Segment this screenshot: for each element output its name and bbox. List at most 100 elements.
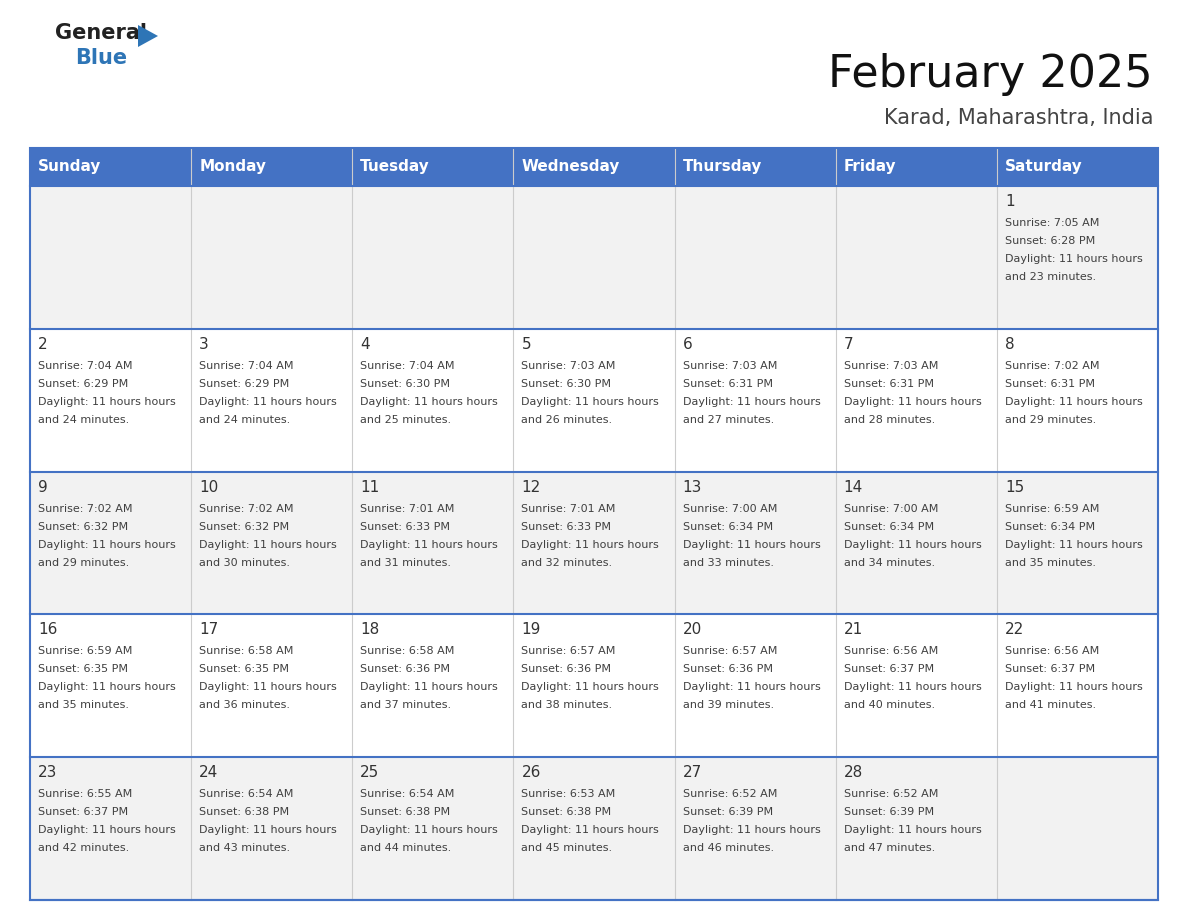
Text: Sunrise: 7:02 AM: Sunrise: 7:02 AM [1005,361,1099,371]
Text: and 31 minutes.: and 31 minutes. [360,557,451,567]
Text: Daylight: 11 hours hours: Daylight: 11 hours hours [1005,682,1143,692]
Text: Sunset: 6:32 PM: Sunset: 6:32 PM [38,521,128,532]
Text: Sunrise: 7:01 AM: Sunrise: 7:01 AM [360,504,455,513]
Text: Daylight: 11 hours hours: Daylight: 11 hours hours [1005,254,1143,264]
Text: Sunset: 6:37 PM: Sunset: 6:37 PM [1005,665,1095,675]
Text: Sunrise: 7:03 AM: Sunrise: 7:03 AM [522,361,615,371]
Text: 6: 6 [683,337,693,352]
Text: and 26 minutes.: and 26 minutes. [522,415,613,425]
Bar [191,329,353,472]
Bar [191,186,353,329]
Text: and 37 minutes.: and 37 minutes. [360,700,451,711]
Text: Sunset: 6:37 PM: Sunset: 6:37 PM [38,807,128,817]
Text: Sunset: 6:36 PM: Sunset: 6:36 PM [360,665,450,675]
Text: 26: 26 [522,766,541,780]
Bar [513,329,675,472]
Bar [835,186,997,329]
Text: 7: 7 [843,337,853,352]
Text: Sunset: 6:39 PM: Sunset: 6:39 PM [843,807,934,817]
Text: Sunset: 6:29 PM: Sunset: 6:29 PM [38,379,128,389]
Text: Sunset: 6:37 PM: Sunset: 6:37 PM [843,665,934,675]
Text: Daylight: 11 hours hours: Daylight: 11 hours hours [522,682,659,692]
Bar [997,614,1158,757]
Text: Sunrise: 6:52 AM: Sunrise: 6:52 AM [843,789,939,800]
Text: Monday: Monday [200,160,266,174]
Text: Daylight: 11 hours hours: Daylight: 11 hours hours [683,825,821,835]
Text: and 29 minutes.: and 29 minutes. [38,557,129,567]
Bar [353,186,513,329]
Text: Daylight: 11 hours hours: Daylight: 11 hours hours [360,397,498,407]
Bar [997,472,1158,614]
Bar [675,757,835,900]
Bar [353,472,513,614]
Text: Sunrise: 6:55 AM: Sunrise: 6:55 AM [38,789,132,800]
Text: and 35 minutes.: and 35 minutes. [38,700,129,711]
Text: and 29 minutes.: and 29 minutes. [1005,415,1097,425]
Bar [30,472,191,614]
Text: and 30 minutes.: and 30 minutes. [200,557,290,567]
Text: and 33 minutes.: and 33 minutes. [683,557,773,567]
Text: and 45 minutes.: and 45 minutes. [522,844,613,853]
Bar [30,329,191,472]
Text: Daylight: 11 hours hours: Daylight: 11 hours hours [1005,540,1143,550]
Text: Sunset: 6:35 PM: Sunset: 6:35 PM [200,665,289,675]
Bar [30,148,1158,900]
Text: 4: 4 [360,337,369,352]
Text: 1: 1 [1005,194,1015,209]
Text: Sunrise: 6:57 AM: Sunrise: 6:57 AM [522,646,615,656]
Text: Sunset: 6:31 PM: Sunset: 6:31 PM [683,379,772,389]
Bar [353,148,513,186]
Text: 19: 19 [522,622,541,637]
Text: Daylight: 11 hours hours: Daylight: 11 hours hours [200,540,337,550]
Text: 9: 9 [38,479,48,495]
Text: Sunset: 6:35 PM: Sunset: 6:35 PM [38,665,128,675]
Text: Sunset: 6:31 PM: Sunset: 6:31 PM [843,379,934,389]
Text: and 38 minutes.: and 38 minutes. [522,700,613,711]
Text: Sunset: 6:38 PM: Sunset: 6:38 PM [200,807,289,817]
Bar [191,148,353,186]
Text: and 25 minutes.: and 25 minutes. [360,415,451,425]
Text: and 27 minutes.: and 27 minutes. [683,415,773,425]
Text: Daylight: 11 hours hours: Daylight: 11 hours hours [1005,397,1143,407]
Bar [835,148,997,186]
Bar [191,472,353,614]
Text: Daylight: 11 hours hours: Daylight: 11 hours hours [683,540,821,550]
Text: Sunrise: 7:03 AM: Sunrise: 7:03 AM [843,361,939,371]
Text: Sunrise: 6:54 AM: Sunrise: 6:54 AM [200,789,293,800]
Text: Sunrise: 7:03 AM: Sunrise: 7:03 AM [683,361,777,371]
Text: 25: 25 [360,766,379,780]
Text: Daylight: 11 hours hours: Daylight: 11 hours hours [843,682,981,692]
Text: 8: 8 [1005,337,1015,352]
Text: 12: 12 [522,479,541,495]
Bar [353,329,513,472]
Text: Daylight: 11 hours hours: Daylight: 11 hours hours [843,825,981,835]
Text: and 24 minutes.: and 24 minutes. [38,415,129,425]
Text: Daylight: 11 hours hours: Daylight: 11 hours hours [200,825,337,835]
Text: Sunrise: 7:04 AM: Sunrise: 7:04 AM [200,361,293,371]
Text: Sunrise: 6:58 AM: Sunrise: 6:58 AM [360,646,455,656]
Bar [353,757,513,900]
Text: Daylight: 11 hours hours: Daylight: 11 hours hours [843,540,981,550]
Text: Daylight: 11 hours hours: Daylight: 11 hours hours [522,397,659,407]
Text: and 47 minutes.: and 47 minutes. [843,844,935,853]
Text: and 40 minutes.: and 40 minutes. [843,700,935,711]
Text: Daylight: 11 hours hours: Daylight: 11 hours hours [200,397,337,407]
Bar [513,757,675,900]
Bar [30,186,191,329]
Text: and 23 minutes.: and 23 minutes. [1005,272,1097,282]
Text: Sunday: Sunday [38,160,101,174]
Bar [835,757,997,900]
Text: Daylight: 11 hours hours: Daylight: 11 hours hours [38,682,176,692]
Text: Sunrise: 6:59 AM: Sunrise: 6:59 AM [1005,504,1099,513]
Text: Sunrise: 7:00 AM: Sunrise: 7:00 AM [683,504,777,513]
Text: Daylight: 11 hours hours: Daylight: 11 hours hours [360,825,498,835]
Text: Daylight: 11 hours hours: Daylight: 11 hours hours [683,397,821,407]
Text: and 32 minutes.: and 32 minutes. [522,557,613,567]
Text: 16: 16 [38,622,57,637]
Text: Sunset: 6:31 PM: Sunset: 6:31 PM [1005,379,1095,389]
Text: Daylight: 11 hours hours: Daylight: 11 hours hours [522,825,659,835]
Text: Sunrise: 6:56 AM: Sunrise: 6:56 AM [843,646,939,656]
Bar [513,186,675,329]
Text: General: General [55,23,147,43]
Text: Sunrise: 7:00 AM: Sunrise: 7:00 AM [843,504,939,513]
